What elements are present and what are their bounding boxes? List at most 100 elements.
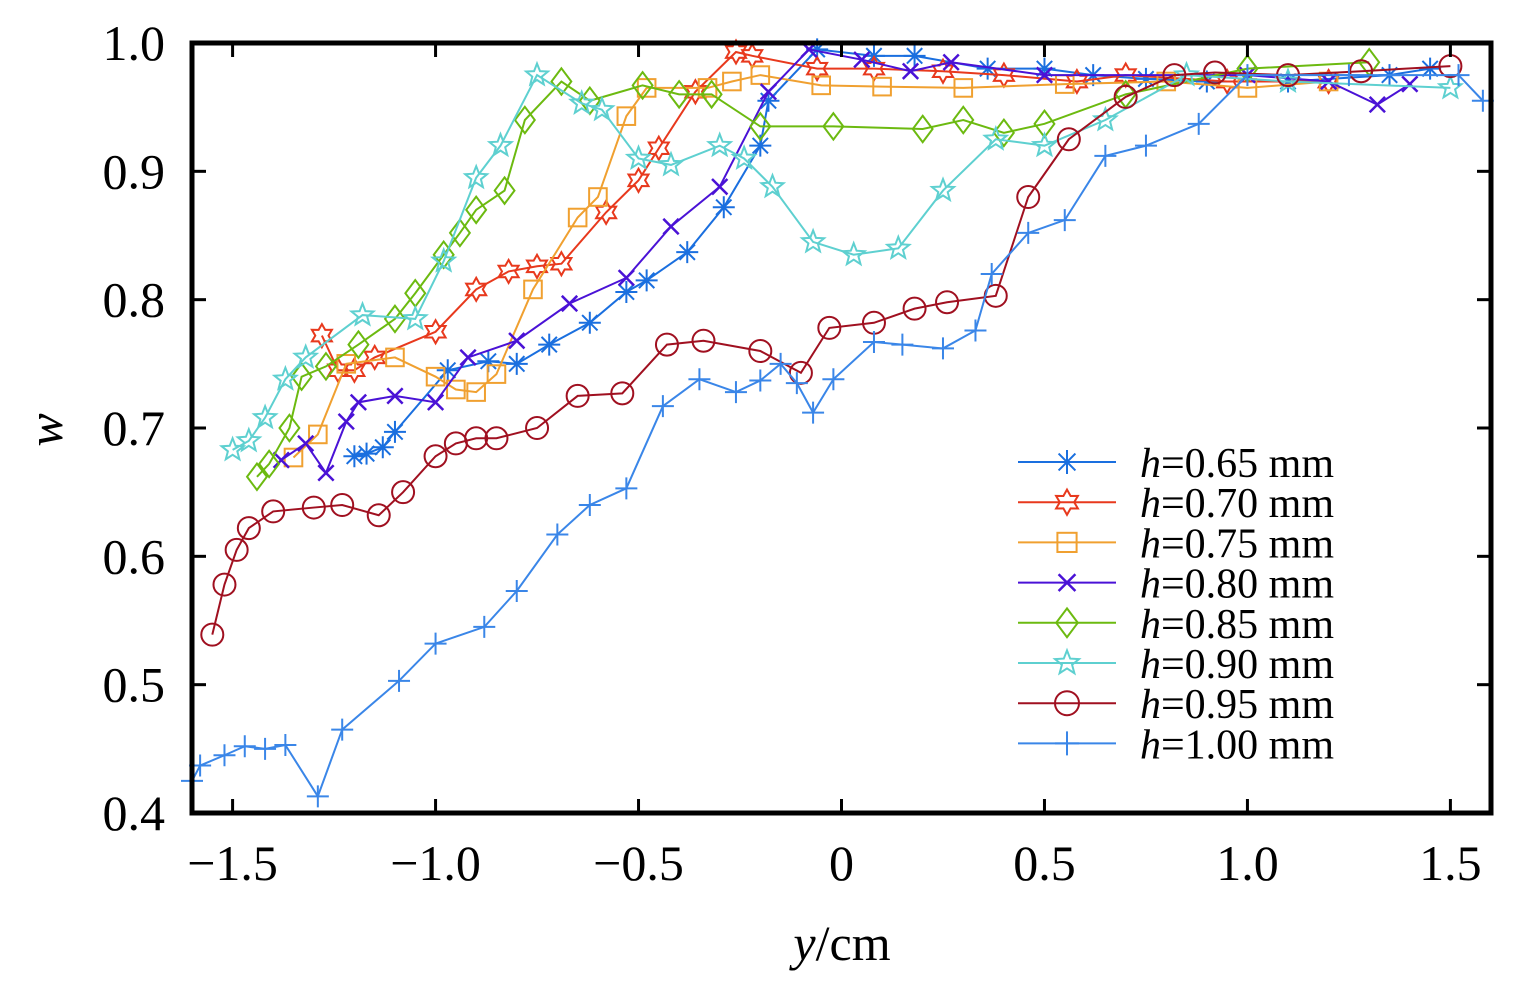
data-point-diamond — [257, 449, 281, 479]
legend-marker-plus — [1055, 731, 1079, 756]
data-point-hexagram — [310, 322, 334, 350]
series-h-075-mm — [283, 65, 1339, 468]
legend-label: h=0.95 mm — [1140, 682, 1334, 728]
series-line — [256, 61, 1370, 478]
data-point-star — [929, 176, 957, 203]
legend-item: h=0.75 mm — [1018, 521, 1334, 567]
data-point-star — [430, 246, 458, 273]
data-point-x — [297, 434, 315, 452]
legend-item: h=0.85 mm — [1018, 602, 1334, 648]
legend-label: h=0.85 mm — [1140, 602, 1334, 648]
data-point-circle — [224, 537, 249, 562]
data-point-asterisk — [383, 420, 406, 443]
data-point-hexagram — [724, 38, 748, 66]
data-point-circle — [212, 572, 237, 597]
y-axis-ticks: 0.4 0.5 0.6 0.7 0.8 0.9 1.0 — [103, 15, 1491, 841]
x-tick-label: 1.0 — [1216, 835, 1279, 891]
data-point-square — [446, 379, 466, 400]
data-point-plus — [473, 615, 496, 638]
data-point-asterisk — [436, 359, 459, 382]
data-point-diamond — [911, 114, 934, 144]
data-point-asterisk — [976, 57, 999, 80]
data-point-circle — [236, 516, 261, 541]
legend-item: h=0.70 mm — [1018, 481, 1334, 527]
data-point-diamond — [631, 70, 654, 101]
data-point-diamond — [245, 461, 269, 492]
data-point-plus — [306, 785, 329, 808]
data-point-plus — [964, 319, 987, 342]
data-point-plus — [1337, 64, 1360, 87]
data-point-star — [218, 435, 247, 462]
legend-item: h=0.90 mm — [1018, 642, 1334, 688]
data-point-hexagram — [647, 134, 671, 162]
x-axis-ticks: −1.5 −1.0 −0.5 0 0.5 1.0 1.5 — [187, 43, 1482, 891]
data-point-plus — [749, 369, 772, 392]
x-tick-label: 0.5 — [1013, 835, 1076, 891]
data-point-diamond — [667, 79, 691, 110]
y-axis-title: w — [17, 413, 73, 446]
data-point-circle — [484, 426, 509, 451]
legend-marker-hexagram — [1054, 487, 1080, 517]
legend: h=0.65 mmh=0.70 mmh=0.75 mmh=0.80 mmh=0.… — [1018, 441, 1334, 768]
data-point-star — [624, 144, 653, 171]
data-point-star — [884, 234, 912, 260]
data-point-plus — [331, 718, 354, 741]
data-point-asterisk — [806, 38, 829, 61]
data-point-hexagram — [342, 356, 367, 384]
data-point-star — [1172, 60, 1201, 87]
data-point-asterisk — [615, 280, 638, 303]
legend-label: h=0.80 mm — [1140, 562, 1334, 608]
data-point-plus — [578, 494, 601, 516]
data-point-asterisk — [903, 44, 926, 67]
legend-marker-star — [1052, 647, 1082, 676]
data-point-star — [401, 304, 429, 331]
series-line — [292, 74, 1329, 459]
data-point-square — [811, 75, 832, 96]
data-point-plus — [1017, 221, 1040, 244]
legend-marker-square — [1056, 531, 1078, 553]
x-tick-label: −1.0 — [390, 835, 481, 891]
data-point-square — [722, 71, 742, 92]
data-point-asterisk — [1134, 67, 1157, 90]
data-point-plus — [980, 263, 1003, 285]
legend-label-value: =0.85 mm — [1161, 602, 1334, 648]
series-h-090-mm — [218, 60, 1465, 462]
legend-label: h=0.65 mm — [1140, 441, 1334, 487]
data-point-asterisk — [477, 350, 500, 373]
data-point-plus — [213, 744, 236, 767]
data-point-diamond — [432, 239, 455, 270]
data-point-diamond — [749, 111, 772, 142]
data-point-x — [853, 51, 871, 69]
series-line — [232, 73, 1451, 451]
data-point-square — [336, 354, 357, 374]
data-point-circle — [301, 495, 326, 520]
data-point-circle — [1056, 127, 1081, 152]
data-point-circle — [330, 493, 355, 517]
data-point-plus — [822, 368, 845, 391]
data-point-x — [901, 62, 920, 80]
data-point-star — [588, 95, 616, 122]
x-axis-unit: /cm — [816, 915, 891, 971]
data-point-diamond — [448, 218, 472, 248]
data-point-square — [750, 65, 771, 85]
legend-label-variable: h — [1140, 722, 1161, 768]
data-point-diamond — [314, 351, 338, 382]
data-point-asterisk — [1419, 57, 1442, 80]
data-point-circle — [423, 444, 448, 469]
data-point-plus — [254, 737, 277, 760]
data-point-square — [486, 364, 507, 384]
data-point-diamond — [347, 329, 370, 360]
data-point-square — [953, 78, 974, 98]
data-point-diamond — [1033, 108, 1056, 139]
data-point-x — [617, 269, 635, 287]
data-point-circle — [1113, 84, 1138, 109]
data-point-diamond — [290, 361, 313, 392]
data-point-square — [466, 382, 486, 402]
data-point-diamond — [465, 194, 488, 225]
y-tick-label: 0.8 — [103, 272, 166, 328]
legend-item: h=1.00 mm — [1018, 722, 1334, 768]
data-point-x — [349, 393, 368, 411]
data-point-plus — [785, 372, 808, 395]
data-point-asterisk — [757, 89, 780, 112]
